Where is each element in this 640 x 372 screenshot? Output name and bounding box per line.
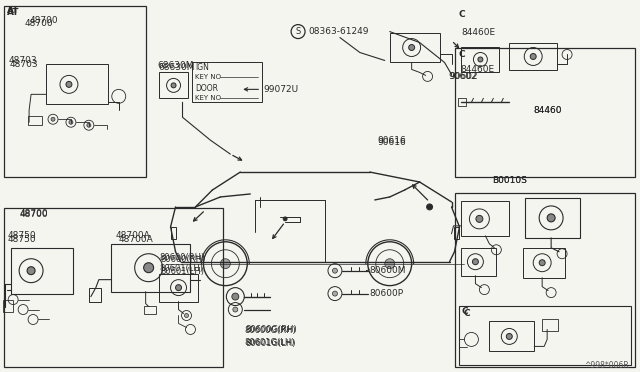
Bar [28,116,42,125]
Circle shape [51,117,55,121]
Text: 48700: 48700 [24,19,52,28]
Bar [89,288,101,302]
Bar [11,248,73,294]
Circle shape [332,291,337,296]
Text: 48700A: 48700A [119,235,154,244]
Text: 90602: 90602 [449,72,478,81]
Bar [458,98,467,106]
Text: C: C [461,307,468,316]
Circle shape [530,54,536,60]
Circle shape [171,83,176,88]
Circle shape [69,120,73,124]
Circle shape [66,81,72,87]
Circle shape [233,307,238,312]
Circle shape [184,314,189,318]
Circle shape [143,263,154,273]
Text: 48750: 48750 [7,231,36,240]
Text: 68630M: 68630M [157,61,194,70]
Circle shape [175,285,182,291]
Text: 80600(RH): 80600(RH) [161,255,206,264]
Circle shape [232,293,239,300]
Circle shape [427,204,433,210]
Text: 48700A: 48700A [116,231,150,240]
Text: 48700: 48700 [19,211,48,219]
Circle shape [385,259,395,269]
Bar [542,320,558,331]
Text: 84460: 84460 [533,106,562,115]
Text: 80600G(RH): 80600G(RH) [245,325,297,334]
Text: S: S [296,27,301,36]
Text: 90602: 90602 [449,72,477,81]
Text: 80600G(RH): 80600G(RH) [244,326,296,335]
Circle shape [220,259,230,269]
Bar [193,62,262,102]
Bar [159,73,189,98]
Bar [490,321,534,352]
Text: AT: AT [7,6,20,15]
Text: C: C [463,309,470,318]
Bar [159,274,198,302]
Text: ^998*006R: ^998*006R [584,361,629,370]
Circle shape [476,215,483,222]
Text: DOOR: DOOR [195,84,218,93]
Text: 80601G(LH): 80601G(LH) [244,338,295,347]
Text: C: C [458,50,465,59]
Circle shape [539,260,545,266]
Circle shape [472,259,479,265]
Circle shape [506,333,512,339]
Circle shape [547,214,555,222]
Text: 48700: 48700 [19,209,48,218]
Text: 48703: 48703 [9,60,38,69]
Text: B0010S: B0010S [492,176,527,185]
Text: 80600(RH): 80600(RH) [159,253,205,262]
Text: 99072U: 99072U [263,85,298,94]
Text: 84460E: 84460E [461,28,495,37]
Bar [460,305,631,365]
Bar [524,248,565,278]
Bar [3,299,13,311]
Text: 80601(LH): 80601(LH) [161,267,205,276]
Bar [171,227,175,239]
Text: 84460E: 84460E [460,65,495,74]
Text: 80601G(LH): 80601G(LH) [245,339,296,348]
Bar [46,64,108,104]
Bar [454,227,460,239]
Text: 68630M: 68630M [159,63,195,72]
Text: 80600P: 80600P [370,289,404,298]
Text: KEY NO: KEY NO [195,74,221,80]
Circle shape [332,268,337,273]
Bar [525,198,580,238]
Text: 84460: 84460 [533,106,562,115]
Text: 48700: 48700 [29,16,58,25]
Bar [461,46,499,73]
Text: 90616: 90616 [378,136,406,145]
Bar [509,42,557,70]
Text: IGN: IGN [195,63,209,72]
Text: 48750: 48750 [7,235,36,244]
Bar [461,248,497,276]
Text: 90616: 90616 [378,138,406,147]
Text: 08363-61249: 08363-61249 [308,27,369,36]
Text: C: C [458,10,465,19]
Bar [4,6,146,177]
Bar [111,244,191,292]
Bar [456,193,635,367]
Circle shape [87,123,91,127]
Bar [4,208,223,367]
Bar [143,305,156,314]
Text: 80600M: 80600M [370,266,406,275]
Bar [461,201,509,236]
Circle shape [409,45,415,51]
Text: KEY NO: KEY NO [195,95,221,101]
Circle shape [283,217,287,221]
Circle shape [478,57,483,62]
Bar [390,33,440,62]
Text: AT: AT [7,8,20,17]
Circle shape [27,267,35,275]
Text: 48703: 48703 [8,56,36,65]
Bar [456,48,635,177]
Text: B0010S: B0010S [492,176,527,185]
Text: 80601(LH): 80601(LH) [159,264,204,273]
